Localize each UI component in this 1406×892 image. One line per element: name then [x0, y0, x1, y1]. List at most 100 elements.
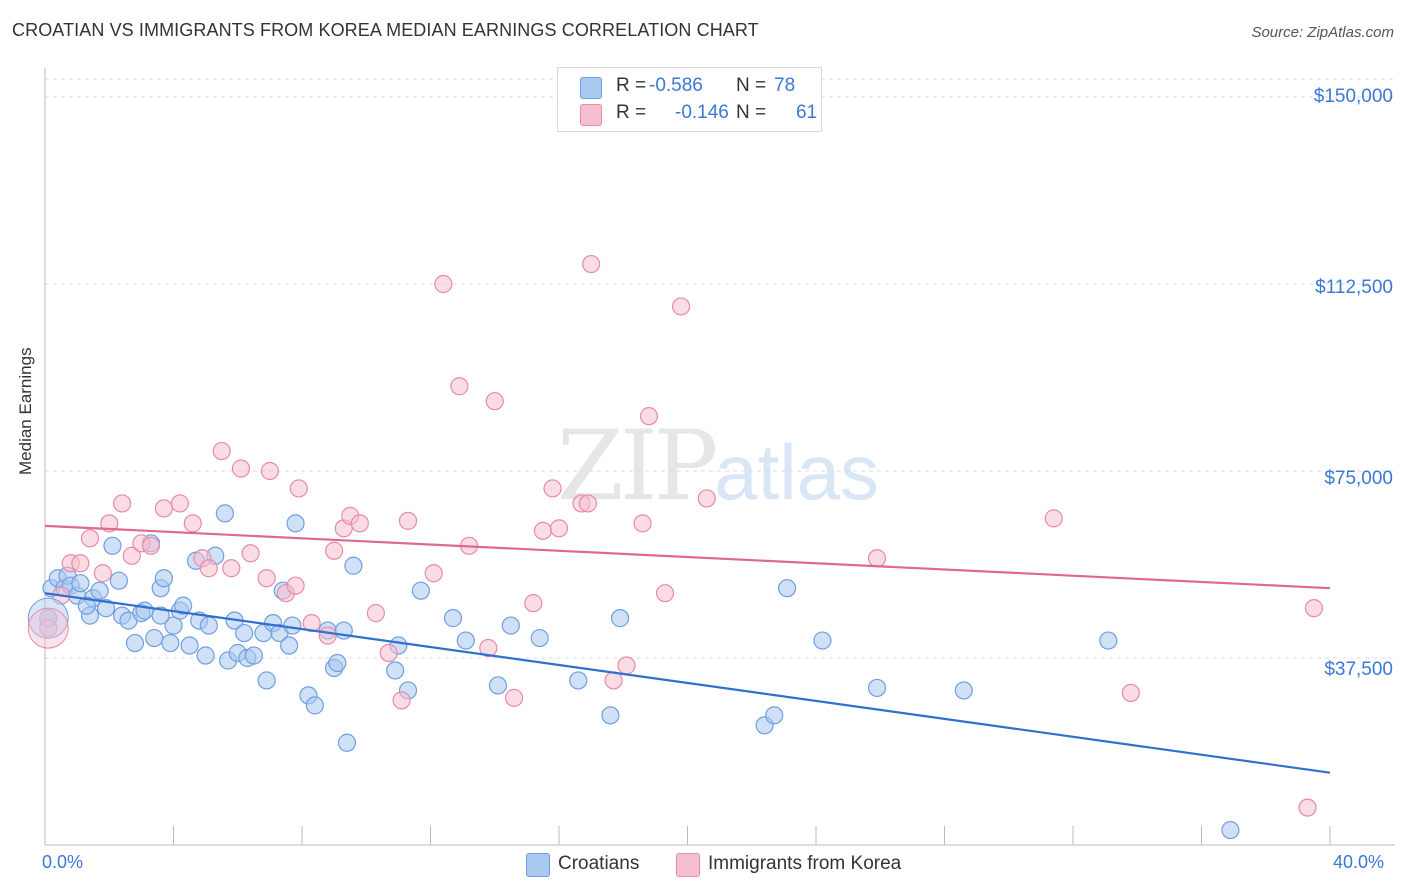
point-korea-0: [39, 618, 58, 638]
point-korea-54: [671, 297, 691, 316]
point-korea-24: [289, 479, 308, 498]
point-croatians-68: [765, 706, 784, 725]
point-korea-48: [582, 254, 601, 274]
x-tick-label-max: 40.0%: [1333, 852, 1385, 872]
point-korea-8: [122, 546, 141, 565]
point-korea-25: [302, 613, 321, 633]
point-korea-58: [1121, 683, 1140, 703]
point-korea-34: [398, 511, 418, 530]
point-croatians-30: [199, 616, 218, 635]
trend-line-korea: [44, 524, 1331, 590]
point-croatians-38: [244, 646, 263, 665]
point-korea-5: [93, 564, 112, 583]
point-croatians-44: [280, 636, 299, 655]
point-korea-20: [257, 569, 276, 588]
legend-r-label: R =: [616, 102, 647, 123]
y-tick-label-37500: $37,500: [1324, 659, 1393, 680]
point-korea-19: [241, 544, 260, 563]
point-croatians-73: [1099, 631, 1118, 650]
point-croatians-63: [530, 628, 549, 648]
point-croatians-22: [161, 633, 180, 653]
point-croatians-48: [305, 696, 324, 715]
point-korea-41: [504, 688, 524, 707]
point-korea-31: [366, 604, 385, 623]
point-croatians-26: [180, 636, 199, 655]
point-croatians-32: [215, 504, 234, 523]
y-tick-label-75000: $75,000: [1324, 468, 1393, 489]
source-label: Source: ZipAtlas.com: [1251, 24, 1394, 41]
point-korea-55: [697, 489, 716, 508]
point-croatians-72: [954, 681, 973, 700]
point-korea-59: [1304, 599, 1324, 618]
point-croatians-65: [601, 706, 620, 725]
point-korea-33: [392, 691, 411, 710]
point-korea-15: [199, 559, 218, 578]
point-korea-16: [212, 441, 231, 461]
point-korea-23: [286, 576, 305, 595]
point-croatians-62: [501, 616, 520, 635]
legend-swatch-pink: [580, 104, 602, 126]
y-axis-label: Median Earnings: [16, 347, 35, 475]
legend-swatch-blue: [580, 77, 602, 99]
point-croatians-55: [386, 661, 405, 680]
point-korea-37: [450, 377, 469, 396]
point-korea-30: [350, 514, 369, 533]
legend-r-value: -0.586: [649, 75, 703, 96]
y-tick-label-112500: $112,500: [1315, 277, 1393, 298]
point-korea-12: [170, 494, 190, 513]
point-croatians-70: [813, 631, 832, 650]
point-korea-35: [424, 564, 443, 583]
point-korea-17: [222, 559, 241, 578]
point-croatians-10: [96, 599, 116, 618]
point-croatians-36: [235, 623, 254, 643]
chart-title: CROATIAN VS IMMIGRANTS FROM KOREA MEDIAN…: [12, 20, 759, 40]
point-korea-13: [183, 514, 202, 533]
point-korea-11: [154, 499, 173, 518]
point-croatians-60: [456, 631, 475, 650]
point-croatians-19: [145, 628, 164, 648]
x-tick-label-min: 0.0%: [42, 852, 84, 872]
point-korea-40: [485, 392, 504, 411]
point-croatians-23: [164, 616, 183, 635]
point-croatians-58: [411, 581, 430, 600]
point-korea-26: [318, 626, 337, 645]
point-croatians-61: [488, 676, 508, 695]
point-korea-39: [479, 638, 498, 658]
point-korea-4: [80, 529, 100, 548]
point-croatians-12: [109, 571, 128, 590]
legend-r-value: -0.146: [675, 102, 729, 123]
point-korea-21: [260, 461, 279, 481]
point-croatians-71: [867, 678, 887, 698]
point-croatians-45: [283, 616, 302, 635]
point-korea-large: [27, 607, 69, 649]
legend-label-korea: Immigrants from Korea: [708, 853, 902, 874]
point-croatians-64: [569, 671, 588, 690]
legend-swatch-blue: [526, 853, 550, 877]
point-croatians-59: [443, 609, 463, 628]
legend-swatch-pink: [676, 853, 700, 877]
point-korea-27: [325, 541, 344, 560]
point-korea-56: [867, 549, 887, 568]
point-croatians-74: [1221, 820, 1240, 840]
point-korea-10: [141, 536, 161, 555]
point-croatians-51: [328, 653, 347, 673]
point-croatians-21: [154, 569, 173, 588]
point-croatians-40: [257, 671, 276, 690]
point-korea-7: [112, 494, 132, 513]
legend-n-label: N =: [736, 102, 767, 123]
point-korea-32: [379, 643, 398, 663]
point-croatians-53: [337, 733, 357, 752]
point-croatians-54: [344, 556, 363, 575]
legend-n-value: 61: [796, 102, 818, 123]
point-croatians-15: [125, 633, 145, 653]
point-croatians-76: [151, 606, 170, 625]
point-korea-57: [1044, 509, 1063, 528]
point-korea-18: [231, 459, 251, 478]
point-korea-51: [633, 514, 652, 533]
point-croatians-large: [27, 597, 69, 639]
point-croatians-69: [777, 579, 797, 598]
correlation-legend: R = -0.586 N = 78 R = -0.146 N = 61: [557, 67, 822, 132]
trend-line-croatians: [44, 592, 1331, 774]
legend-n-value: 78: [774, 75, 796, 96]
point-croatians-29: [196, 646, 215, 665]
